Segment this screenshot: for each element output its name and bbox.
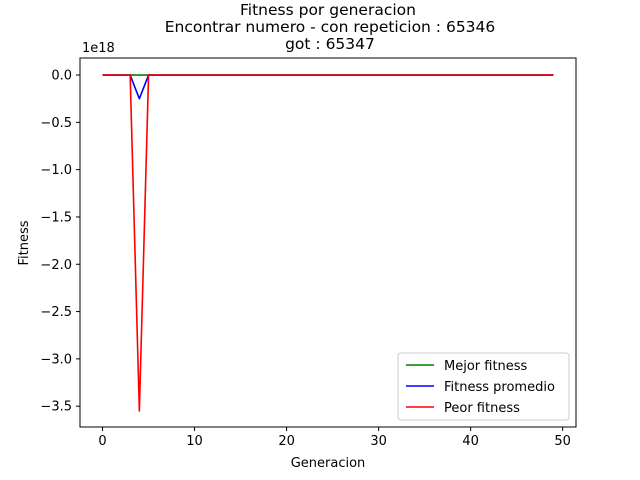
plot-area-frame [79, 57, 577, 428]
y-tick-label: −3.0 [40, 352, 72, 367]
chart-title-line-2: Encontrar numero - con repeticion : 6534… [165, 18, 496, 36]
x-axis-label: Generacion [291, 456, 366, 471]
y-multiplier-label: 1e18 [82, 41, 115, 56]
y-tick-label: −3.5 [40, 400, 72, 415]
y-tick-label: −2.0 [40, 258, 72, 273]
series-line-peor-fitness [102, 74, 554, 412]
x-tick-label: 30 [370, 434, 387, 449]
x-tick-label: 40 [462, 434, 479, 449]
x-tick-label: 50 [554, 434, 571, 449]
y-tick-label: −1.5 [40, 210, 72, 225]
y-axis-ticks: 0.0 −0.5 −1.0 −1.5 −2.0 −2.5 −3.0 −3.5 [40, 69, 80, 415]
series-line-fitness-promedio [102, 74, 554, 100]
legend-label-mejor-fitness: Mejor fitness [444, 359, 528, 374]
legend-box [397, 352, 570, 421]
chart-legend: Mejor fitness Fitness promedio Peor fitn… [397, 352, 570, 421]
x-tick-label: 0 [98, 434, 106, 449]
x-tick-label: 20 [278, 434, 295, 449]
legend-label-fitness-promedio: Fitness promedio [444, 380, 555, 395]
series-lines [102, 74, 554, 412]
y-tick-label: 0.0 [51, 69, 72, 84]
y-axis-label: Fitness [17, 220, 32, 265]
chart-title-line-1: Fitness por generacion [240, 1, 416, 19]
x-axis-ticks: 0 10 20 30 40 50 [98, 427, 571, 449]
y-tick-label: −1.0 [40, 163, 72, 178]
legend-label-peor-fitness: Peor fitness [444, 401, 520, 416]
y-tick-label: −2.5 [40, 305, 72, 320]
x-tick-label: 10 [186, 434, 203, 449]
chart-title-line-3: got : 65347 [285, 35, 375, 53]
y-tick-label: −0.5 [40, 116, 72, 131]
